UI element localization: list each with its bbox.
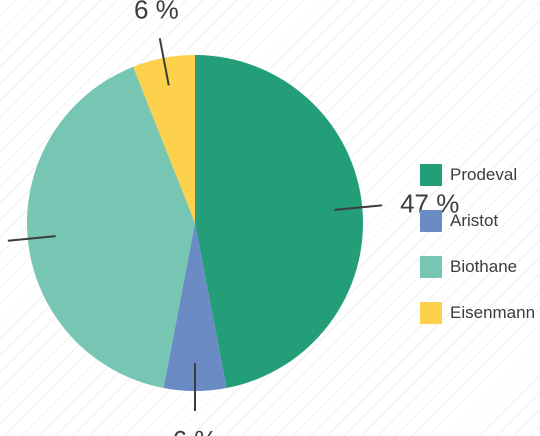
legend-swatch [420,256,442,278]
legend-item-aristot[interactable]: Aristot [420,198,538,244]
data-label-eisenmann: 6 % [134,0,179,25]
data-label-aristot: 6 % [173,425,218,436]
legend-swatch [420,302,442,324]
legend-item-biothane[interactable]: Biothane [420,244,538,290]
legend-label: Prodeval [450,165,518,184]
legend-swatch [420,210,442,232]
pie-slice-biothane[interactable] [26,66,196,389]
legend-label: Aristot [450,211,499,230]
legend-item-prodeval[interactable]: Prodeval [420,152,538,198]
leader-line-eisenmann [158,38,170,86]
legend-swatch [420,164,442,186]
legend: Prodeval Aristot Biothane Eisenmann [420,152,538,336]
pie-slice-eisenmann[interactable] [133,55,195,223]
leader-line-biothane [7,235,56,242]
legend-item-eisenmann[interactable]: Eisenmann [420,290,538,336]
legend-label: Biothane [450,257,518,276]
legend-label: Eisenmann [450,303,536,322]
pie-slice-prodeval[interactable] [195,55,364,389]
leader-line-prodeval [334,204,383,211]
pie-slice-aristot[interactable] [163,223,227,392]
